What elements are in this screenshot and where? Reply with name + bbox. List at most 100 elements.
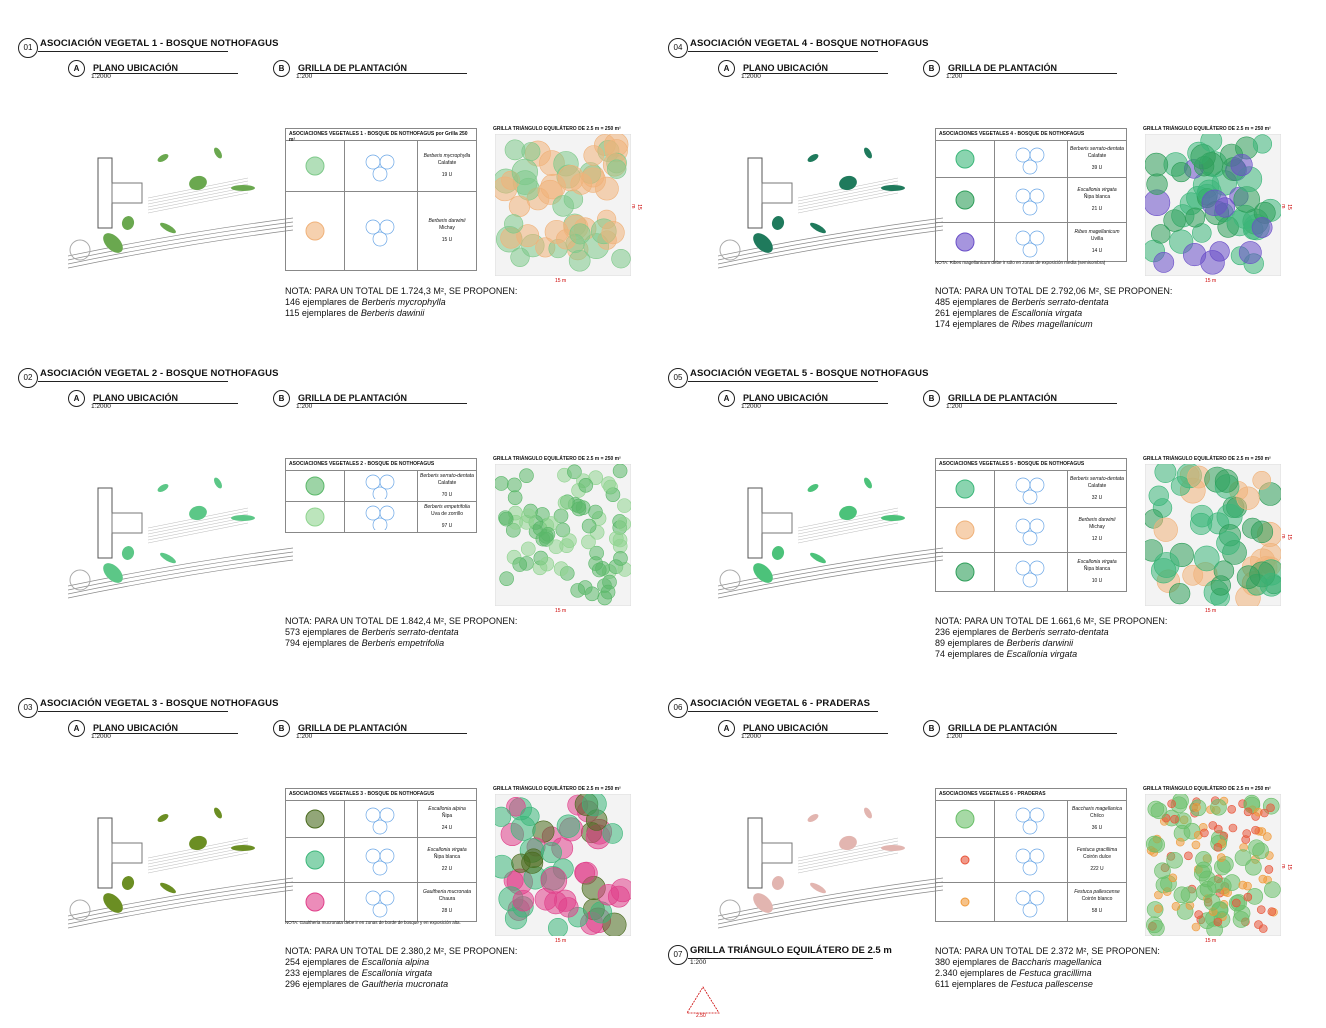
note-header: NOTA: PARA UN TOTAL DE 2.372 M², SE PROP…	[935, 946, 1160, 956]
plant-symbol	[1180, 886, 1198, 904]
plant-symbol	[1145, 835, 1163, 853]
grid-07-dim: 2.50	[696, 1013, 706, 1019]
plant-symbol	[521, 142, 541, 162]
species-units: 58 U	[1091, 908, 1103, 915]
grid-07-title: GRILLA TRIÁNGULO EQUILÁTERO DE 2.5 m	[690, 945, 892, 956]
grid-header: B GRILLA DE PLANTACIÓN	[273, 720, 467, 737]
grid-label: GRILLA DE PLANTACIÓN	[298, 62, 467, 74]
site-plan	[67, 798, 298, 929]
plant-symbol	[1230, 153, 1253, 176]
grid-width-dim: 15 m	[555, 278, 567, 284]
plant-symbol	[1153, 252, 1175, 273]
species-desc-cell: Escallonia virgata Ñipa blanca 22 U	[418, 838, 476, 882]
note-species: Escallonia virgata	[1011, 308, 1083, 318]
note-block: NOTA: PARA UN TOTAL DE 1.724,3 M², SE PR…	[285, 286, 517, 319]
vegetation-patch	[214, 477, 222, 489]
note-count: 380 ejemplares de	[935, 957, 1012, 967]
vegetation-patch	[103, 233, 123, 253]
table-row: Berberis mycrophylla Calafate 19 U	[286, 141, 476, 192]
note-species: Festuca gracillima	[1019, 968, 1092, 978]
plant-symbol	[1145, 152, 1169, 177]
plant-symbol	[558, 897, 579, 918]
species-symbol	[960, 897, 970, 907]
title-underline	[688, 51, 878, 52]
plant-symbol	[571, 501, 587, 517]
species-desc-cell: Festuca pallescense Coirón blanco 58 U	[1068, 883, 1126, 921]
note-species: Baccharis magellanica	[1011, 957, 1102, 967]
plant-symbol	[1170, 814, 1179, 824]
spacing-diagram	[365, 807, 395, 835]
plant-symbol	[1169, 583, 1191, 605]
plant-symbol	[1191, 922, 1201, 932]
note-species: Ribes magellanicum	[1011, 319, 1093, 329]
note-block: NOTA: PARA UN TOTAL DE 2.380,2 M², SE PR…	[285, 946, 517, 990]
note-line: 115 ejemplares de Berberis dawinii	[285, 308, 517, 319]
planting-grid: GRILLA TRIÁNGULO EQUILÁTERO DE 2.5 m = 2…	[493, 786, 633, 944]
plant-symbol	[553, 561, 569, 577]
plant-symbol	[495, 806, 512, 827]
plant-symbol	[1192, 803, 1201, 812]
species-common-name: Uvilla	[1090, 235, 1104, 242]
plant-symbol	[495, 176, 518, 202]
plant-symbol	[570, 583, 586, 598]
plant-symbol	[1213, 917, 1223, 927]
table-note: NOTA: Ribes magellanicum debe ir sólo en…	[935, 260, 1106, 265]
species-desc-cell: Berberis mycrophylla Calafate 19 U	[418, 141, 476, 191]
plant-symbol	[548, 918, 568, 936]
note-species: Berberis darwinii	[1006, 638, 1074, 648]
note-species: Escallonia alpina	[361, 957, 430, 967]
plant-symbol	[1236, 486, 1260, 510]
grid-height-dim: 15 m	[629, 204, 642, 210]
site-plan-drawing	[67, 147, 294, 269]
note-species: Berberis empetrifolia	[361, 638, 445, 648]
note-line: 174 ejemplares de Ribes magellanicum	[935, 319, 1172, 330]
plant-symbol	[1259, 572, 1281, 597]
planting-grid: GRILLA TRIÁNGULO EQUILÁTERO DE 2.5 m = 2…	[493, 126, 642, 284]
plant-symbol	[1232, 898, 1241, 908]
planting-grid-drawing	[1145, 464, 1281, 606]
panel-05: 05 ASOCIACIÓN VEGETAL 5 - BOSQUE NOTHOFAG…	[668, 368, 1308, 698]
plant-symbol	[1264, 865, 1274, 874]
species-units: 19 U	[441, 172, 453, 179]
species-name: Escallonia alpina	[428, 805, 466, 812]
vegetation-patch	[157, 814, 169, 822]
species-desc-cell: Escallonia virgata Ñipa blanca 21 U	[1068, 178, 1126, 222]
species-common-name: Ñipa blanca	[1083, 193, 1111, 200]
table-title: ASOCIACIONES VEGETALES 3 - BOSQUE DE NOT…	[286, 789, 476, 801]
plant-symbol	[1228, 823, 1238, 833]
vegetation-patch	[810, 882, 826, 894]
note-species: Berberis serrato-dentata	[361, 627, 459, 637]
note-species: Berberis serrato-dentata	[1011, 627, 1109, 637]
plant-symbol	[1200, 250, 1225, 275]
plant-symbol	[1146, 916, 1163, 934]
note-count: 236 ejemplares de	[935, 627, 1012, 637]
vegetation-patch	[881, 185, 905, 191]
species-common-name: Chilco	[1090, 812, 1104, 819]
plant-symbol	[580, 167, 606, 193]
plant-symbol	[582, 794, 607, 817]
species-units: 32 U	[1091, 495, 1103, 502]
planting-grid-drawing	[495, 794, 631, 936]
species-desc-cell: Ribes magellanicum Uvilla 14 U	[1068, 223, 1126, 261]
vegetation-patch	[160, 552, 176, 564]
planting-grid: GRILLA TRIÁNGULO EQUILÁTERO DE 2.5 m = 2…	[493, 456, 633, 614]
note-line: 236 ejemplares de Berberis serrato-denta…	[935, 627, 1167, 638]
spacing-diagram-cell	[995, 178, 1068, 222]
plan-letter: A	[68, 720, 85, 737]
table-title: ASOCIACIONES VEGETALES 4 - BOSQUE DE NOT…	[936, 129, 1126, 141]
vegetation-patch	[231, 515, 255, 521]
grid-title: GRILLA TRIÁNGULO EQUILÁTERO DE 2.5 m = 2…	[1143, 786, 1271, 792]
spacing-diagram-cell	[345, 883, 418, 921]
plant-symbol	[611, 248, 631, 269]
plant-symbol	[1256, 905, 1266, 914]
species-name: Escallonia virgata	[427, 846, 467, 853]
plant-symbol	[612, 538, 628, 554]
plan-label: PLANO UBICACIÓN	[93, 722, 238, 734]
grid-label: GRILLA DE PLANTACIÓN	[298, 392, 467, 404]
spacing-diagram-cell	[345, 141, 418, 191]
panel-number: 03	[18, 698, 38, 718]
panel-number: 06	[668, 698, 688, 718]
grid-header: B GRILLA DE PLANTACIÓN	[273, 390, 467, 407]
plant-symbol	[508, 195, 531, 217]
vegetation-patch	[189, 835, 207, 851]
